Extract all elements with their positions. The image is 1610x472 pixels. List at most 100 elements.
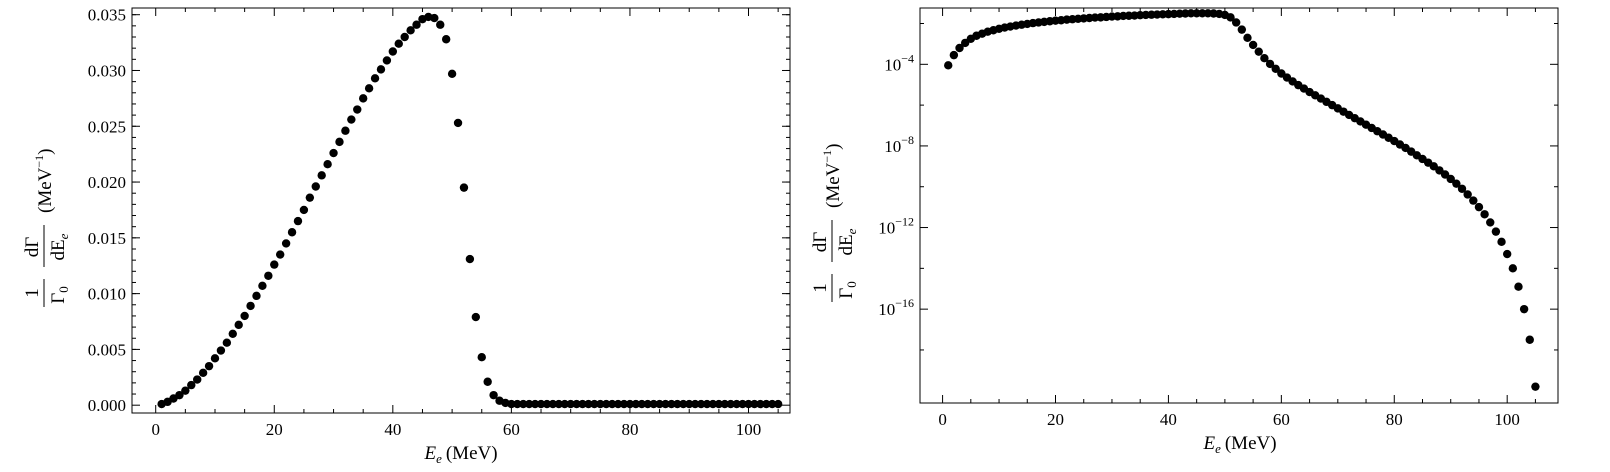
left-x-ticks: 0 20 40 60 80 100: [151, 8, 779, 439]
left-data-point: [483, 377, 492, 386]
left-ylabel-frac2-num: dΓ: [22, 237, 43, 258]
left-y-tick-label: 0.000: [88, 396, 126, 415]
right-data-point: [1231, 18, 1241, 27]
left-data-point: [602, 399, 611, 409]
left-x-tick-label: 40: [384, 420, 401, 439]
left-data-point: [750, 399, 759, 409]
left-data-point: [388, 47, 398, 56]
left-data-point: [726, 399, 735, 409]
left-ylabel-frac2-den: dEe: [48, 233, 71, 260]
right-data-point: [944, 61, 953, 70]
left-data-point: [287, 228, 297, 237]
left-data-point: [335, 137, 344, 147]
left-data-point: [181, 386, 190, 395]
left-data-point: [560, 399, 569, 409]
left-data-point: [281, 239, 291, 248]
left-data-point: [572, 399, 581, 409]
right-ylabel-frac2-den: dEe: [836, 228, 859, 255]
right-data-point: [1463, 190, 1472, 199]
left-y-ticks: 0.000 0.005 0.010 0.015 0.020 0.025 0.030 0.035: [88, 6, 790, 415]
left-x-tick-label: 80: [621, 420, 638, 439]
right-x-tick-label: 60: [1273, 410, 1290, 429]
left-y-tick-label: 0.015: [88, 229, 126, 248]
left-data-point: [465, 254, 475, 264]
left-data-point: [305, 193, 315, 202]
right-data-point: [1469, 196, 1478, 205]
right-x-tick-label: 100: [1494, 410, 1520, 429]
left-data-point: [382, 56, 392, 65]
left-x-tick-label: 100: [736, 420, 762, 439]
left-data-point: [311, 182, 320, 191]
left-data-point: [625, 399, 635, 409]
left-data-point: [649, 399, 658, 409]
left-data-point: [667, 399, 676, 409]
left-data-point: [323, 159, 332, 169]
left-data-point: [655, 399, 664, 409]
left-y-tick-label: 0.010: [88, 285, 126, 304]
left-data-point: [714, 399, 724, 409]
right-ylabel-frac1-den: Γ0: [836, 281, 859, 298]
left-x-tick-label: 20: [266, 420, 283, 439]
left-data-point: [193, 375, 202, 384]
left-ylabel-frac1-num: 1: [22, 288, 43, 298]
left-data-point: [198, 368, 208, 378]
right-data-point: [1226, 13, 1235, 22]
left-data-point: [317, 171, 326, 180]
left-data-point: [175, 390, 184, 400]
right-plot-frame: [919, 7, 1559, 404]
left-data-point: [471, 312, 481, 322]
right-x-axis-label: Ee (MeV): [1202, 433, 1276, 456]
left-data-point: [773, 399, 783, 409]
left-data-point: [738, 399, 747, 409]
left-data-point: [376, 65, 386, 74]
right-data-point: [1491, 227, 1501, 236]
right-data-point: [1486, 218, 1495, 227]
left-data-point: [619, 399, 629, 409]
left-data-point: [347, 115, 356, 124]
left-data-point: [370, 74, 380, 83]
left-data-point: [394, 39, 403, 48]
right-x-ticks: 0 20 40 60 80 100: [938, 8, 1536, 429]
right-data-point: [1502, 249, 1512, 259]
left-data-point: [542, 399, 552, 409]
right-y-tick-label: 10−16: [878, 296, 914, 319]
left-x-tick-label: 0: [151, 420, 160, 439]
left-data-point: [299, 205, 309, 215]
left-y-tick-label: 0.025: [88, 117, 126, 136]
left-data-point: [590, 399, 599, 409]
right-data-point: [1260, 53, 1269, 63]
left-data-point: [258, 281, 267, 291]
right-data-point: [1457, 184, 1467, 193]
left-data-point: [436, 20, 445, 29]
right-y-axis-label: 1 Γ0 dΓ dEe (MeV−1): [810, 144, 859, 302]
left-x-tick-label: 60: [503, 420, 520, 439]
left-data-point: [293, 216, 303, 226]
left-data-point: [702, 399, 712, 409]
left-data-point: [744, 399, 753, 409]
right-ylabel-frac2-num: dΓ: [810, 232, 831, 253]
left-ylabel-unit: (MeV−1): [32, 149, 56, 214]
right-x-tick-label: 0: [938, 410, 947, 429]
left-data-point: [228, 329, 237, 338]
left-data-point: [412, 20, 421, 29]
left-data-point: [519, 399, 528, 409]
left-data-point: [607, 399, 617, 409]
right-data-point: [1243, 33, 1252, 42]
right-data-points: [944, 9, 1540, 391]
left-data-point: [204, 361, 214, 371]
left-data-point: [720, 399, 729, 409]
left-data-point: [679, 399, 688, 409]
left-data-point: [762, 399, 771, 409]
right-y-tick-label: 10−8: [884, 133, 914, 156]
left-data-points: [157, 12, 783, 409]
right-x-tick-label: 20: [1047, 410, 1064, 429]
left-data-point: [768, 399, 777, 409]
right-data-point: [1446, 174, 1455, 184]
left-data-point: [554, 399, 564, 409]
left-data-point: [584, 399, 593, 409]
left-data-point: [756, 399, 765, 409]
right-ylabel-unit: (MeV−1): [820, 144, 844, 209]
left-data-point: [222, 338, 232, 347]
left-data-point: [430, 13, 439, 23]
left-data-point: [270, 260, 279, 269]
